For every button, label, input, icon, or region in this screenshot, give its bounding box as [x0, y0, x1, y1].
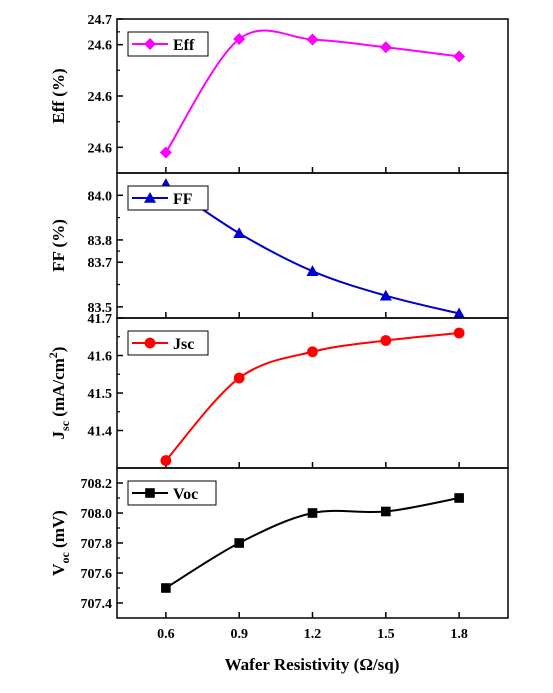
- y-tick-label-eff: 24.6: [88, 141, 113, 156]
- y-title-tail: (mV): [49, 510, 68, 552]
- legend-marker-ff: [144, 192, 156, 203]
- y-tick-label-ff: 83.8: [88, 234, 113, 249]
- y-title-sup: 2: [46, 352, 60, 358]
- x-tick-label: 0.6: [157, 627, 175, 642]
- y-title-tail: (mA/cm: [49, 358, 68, 421]
- y-title-sub: oc: [58, 552, 72, 564]
- data-point-eff: [233, 33, 246, 46]
- y-axis-title-eff: Eff (%): [49, 68, 68, 123]
- y-title-main: FF (%): [49, 219, 68, 272]
- y-title-main: J: [49, 430, 68, 439]
- y-tick-label-voc: 708.0: [81, 507, 113, 522]
- y-tick-label-jsc: 41.4: [88, 425, 113, 440]
- y-tick-label-voc: 707.8: [81, 537, 113, 552]
- y-tick-label-voc: 707.6: [81, 567, 113, 582]
- data-point-eff: [306, 33, 319, 46]
- data-point-jsc: [307, 346, 318, 358]
- y-title-main: V: [49, 563, 68, 576]
- data-point-eff: [159, 146, 172, 159]
- x-tick-label: 1.5: [377, 627, 395, 642]
- y-tick-label-ff: 83.5: [88, 301, 113, 316]
- y-tick-label-eff: 24.7: [88, 13, 113, 28]
- data-point-voc: [381, 506, 391, 517]
- data-point-voc: [454, 493, 464, 503]
- y-tick-label-voc: 708.2: [81, 477, 113, 492]
- data-point-eff: [379, 41, 392, 54]
- legend-marker-eff: [144, 38, 156, 50]
- legend-label-ff: FF: [173, 191, 193, 208]
- data-point-jsc: [380, 335, 392, 346]
- data-point-jsc: [160, 455, 172, 466]
- panel-ff: 83.5 83.7 83.8 84.0 FF (%) FF: [49, 172, 509, 319]
- data-point-ff: [306, 265, 319, 276]
- legend-label-jsc: Jsc: [173, 336, 194, 353]
- data-point-jsc: [453, 327, 465, 339]
- chart-panels: 24.6 24.6 24.6 24.7 Eff (%) Eff 83.5 83.7 83.8 84…: [46, 13, 509, 619]
- legend-label-eff: Eff: [173, 37, 195, 54]
- y-tick-label-eff: 24.6: [88, 39, 113, 54]
- y-title-main: Eff (%): [49, 68, 68, 123]
- data-point-ff: [379, 289, 392, 301]
- legend-label-voc: Voc: [173, 486, 198, 503]
- data-point-voc: [234, 538, 244, 548]
- x-tick-label: 1.2: [304, 627, 322, 642]
- y-tick-label-ff: 83.7: [88, 256, 113, 271]
- y-tick-label-eff: 24.6: [88, 90, 113, 105]
- y-title-end: ): [49, 347, 68, 353]
- x-tick-label: 0.9: [230, 627, 248, 642]
- y-tick-label-voc: 707.4: [81, 597, 113, 612]
- y-tick-label-jsc: 41.5: [88, 387, 113, 402]
- data-point-eff: [453, 50, 466, 63]
- data-point-jsc: [233, 372, 245, 384]
- y-tick-label-jsc: 41.6: [88, 350, 113, 365]
- x-axis-title: Wafer Resistivity (Ω/sq): [225, 655, 400, 674]
- y-axis-title-voc: Voc (mV): [49, 510, 72, 576]
- data-point-ff: [453, 307, 466, 319]
- data-point-voc: [161, 583, 171, 593]
- series-line-ff: [165, 183, 460, 315]
- y-tick-label-jsc: 41.7: [88, 312, 113, 327]
- series-line-eff: [165, 29, 460, 154]
- legend-marker-voc: [145, 488, 155, 498]
- data-point-voc: [307, 508, 318, 518]
- x-axis: 0.6 0.9 1.2 1.5 1.8: [157, 627, 468, 642]
- y-title-sub: sc: [58, 420, 72, 431]
- y-axis-title-jsc: Jsc (mA/cm2): [46, 347, 72, 440]
- data-point-ff: [233, 227, 246, 239]
- y-tick-label-ff: 84.0: [88, 189, 113, 204]
- x-tick-label: 1.8: [450, 627, 468, 642]
- legend-marker-jsc: [144, 337, 156, 349]
- y-axis-title-ff: FF (%): [49, 219, 68, 272]
- panel-eff: 24.6 24.6 24.6 24.7 Eff (%) Eff: [49, 13, 509, 174]
